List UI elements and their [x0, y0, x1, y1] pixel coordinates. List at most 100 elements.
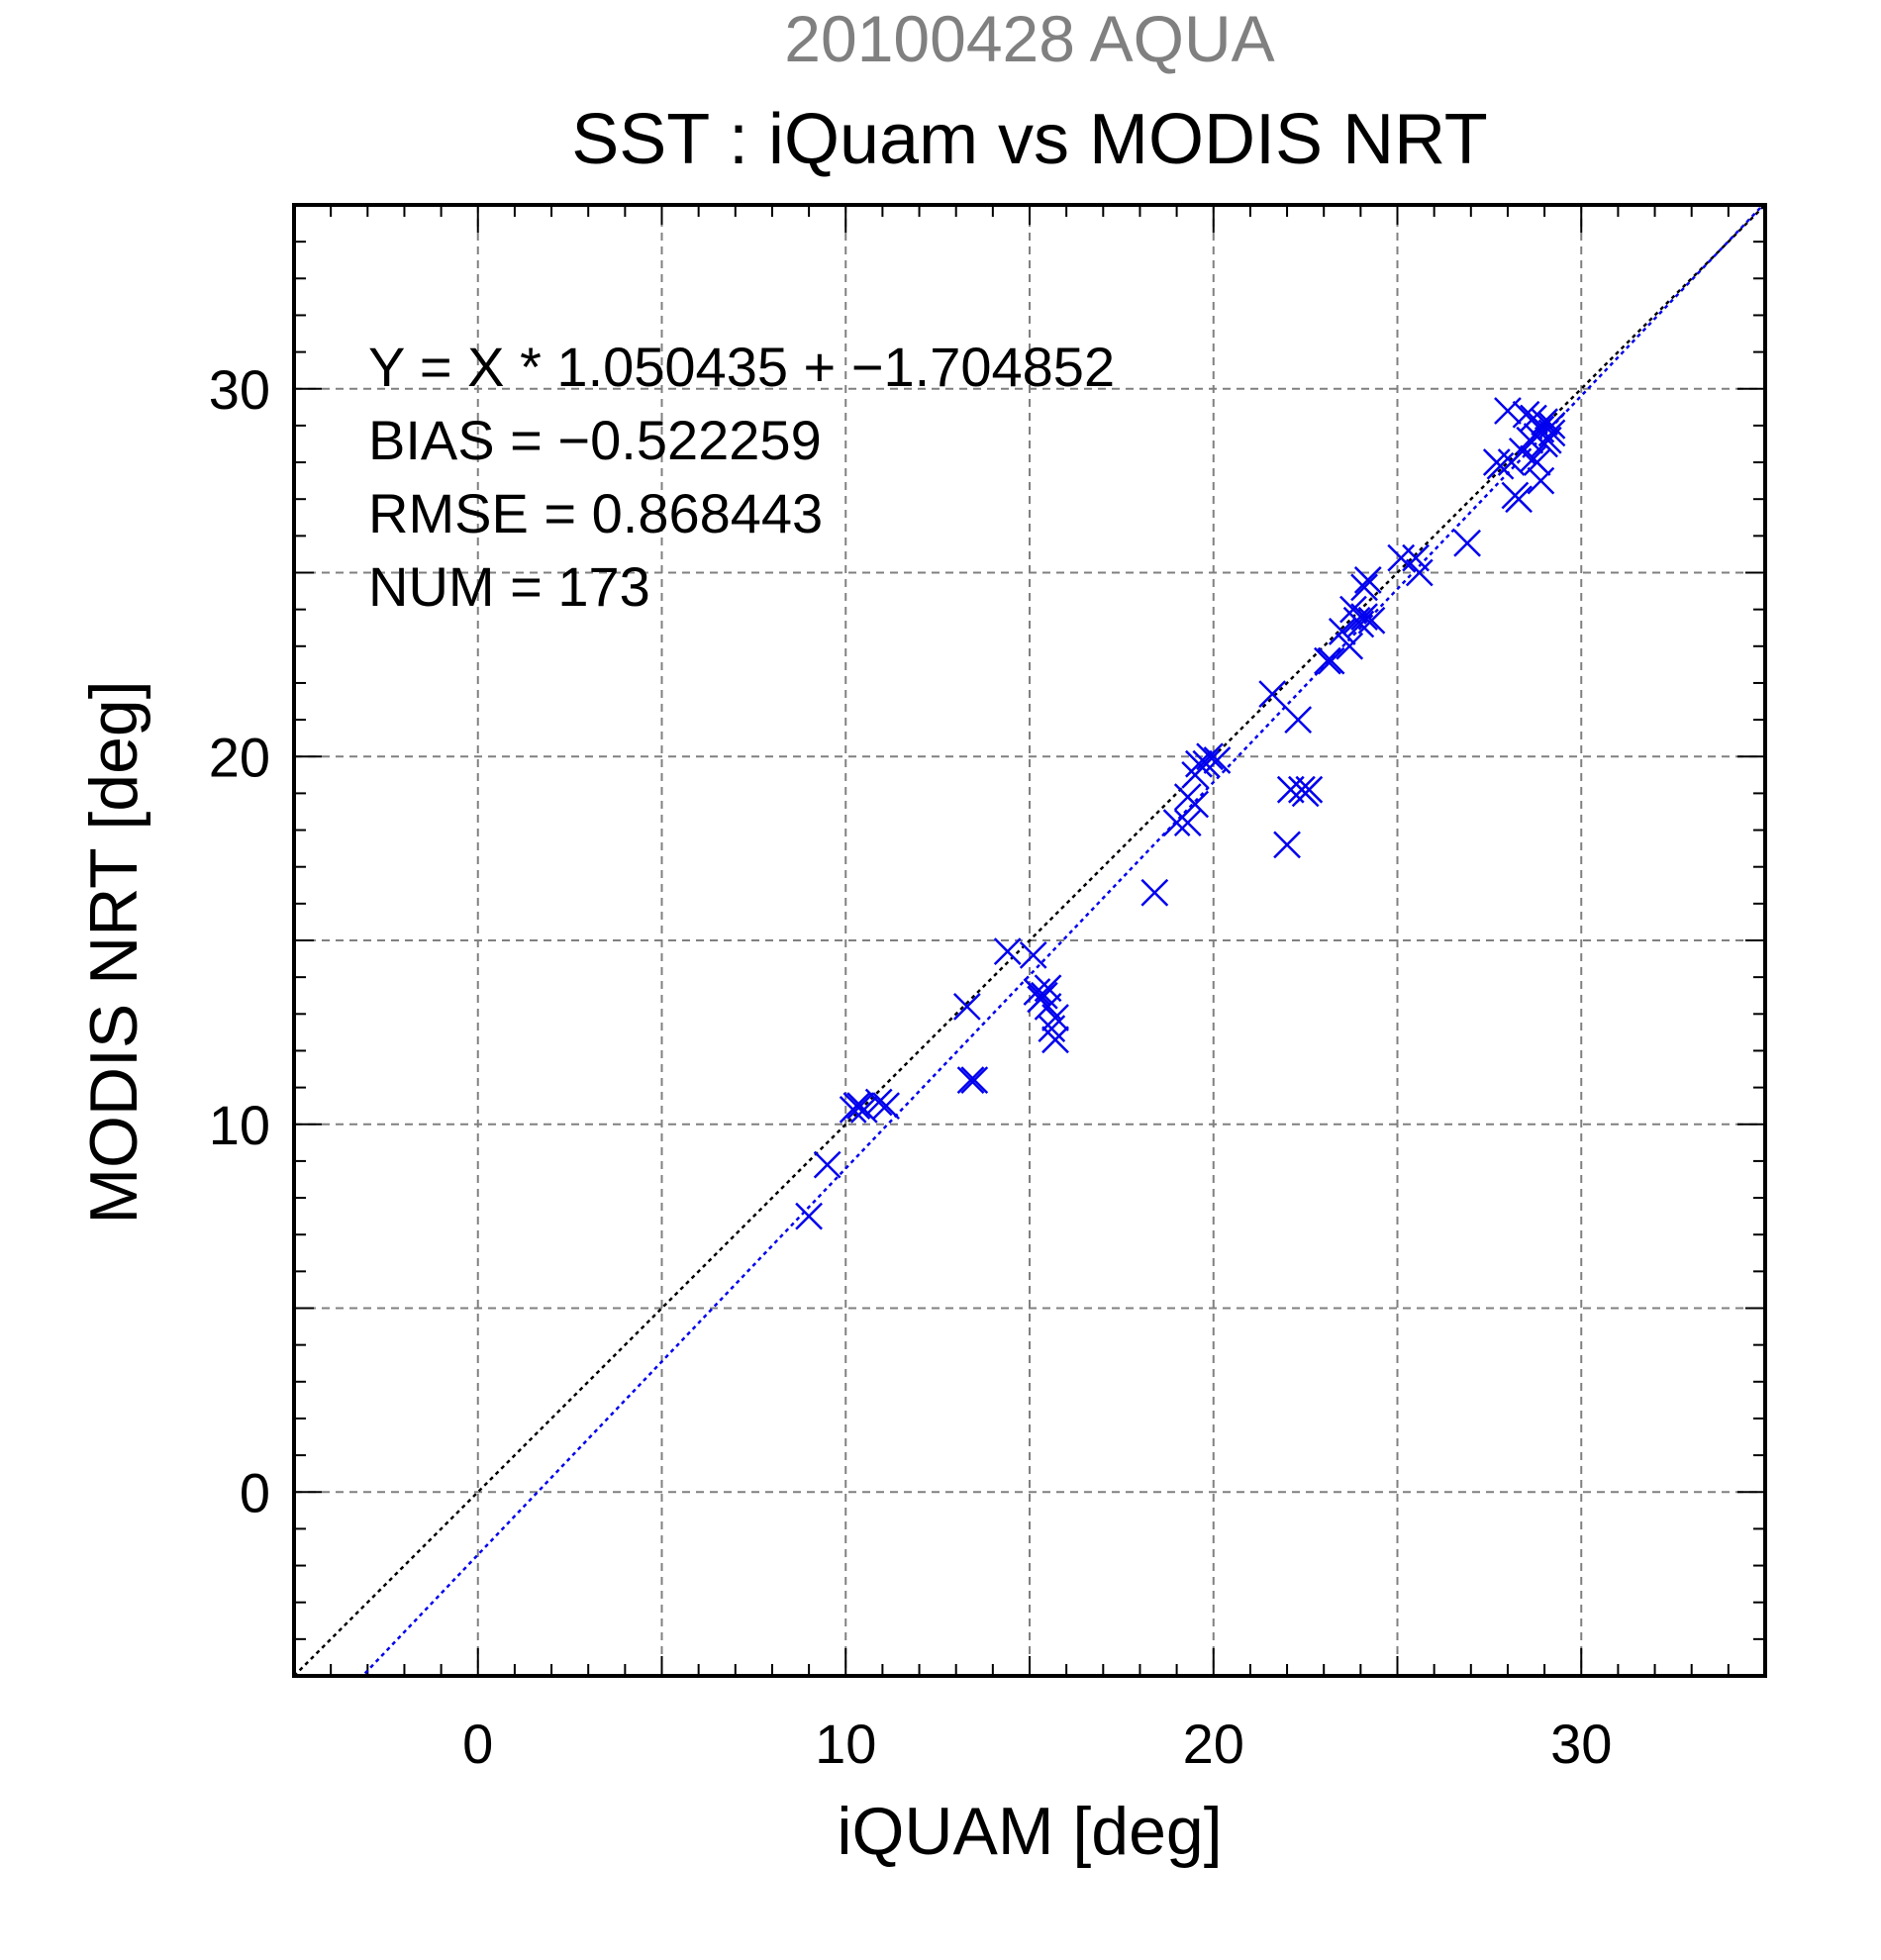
x-tick-label: 20 [1183, 1713, 1244, 1775]
data-point [1023, 978, 1051, 1006]
data-point [993, 937, 1022, 966]
data-point [1523, 448, 1551, 476]
data-point-stroke [1273, 831, 1301, 859]
data-point-stroke [1520, 404, 1547, 433]
data-point [1328, 618, 1356, 645]
data-point-stroke [1350, 573, 1378, 602]
data-point [1030, 981, 1058, 1010]
data-point-stroke [952, 992, 981, 1021]
y-tick-labels: 0 10 20 30 [209, 358, 270, 1524]
data-point-stroke [1494, 397, 1522, 425]
data-point-stroke [993, 937, 1022, 966]
y-axis-label: MODIS NRT [deg] [76, 680, 151, 1224]
data-point-stroke [1387, 543, 1416, 572]
x-axis-label: iQUAM [deg] [837, 1794, 1222, 1869]
data-point [1192, 749, 1221, 778]
data-point-stroke [1140, 878, 1169, 907]
data-point-stroke [1357, 606, 1386, 635]
data-point-stroke [1019, 940, 1047, 969]
data-point-stroke [1314, 646, 1341, 675]
data-point [849, 1096, 878, 1124]
data-point [1346, 610, 1375, 638]
data-point-stroke [1041, 1004, 1069, 1031]
y-tick-label: 20 [209, 726, 270, 788]
data-point [1284, 706, 1313, 734]
chart-title: SST : iQuam vs MODIS NRT [571, 100, 1488, 179]
data-point [1505, 485, 1533, 514]
data-point-stroke [1336, 632, 1364, 660]
data-point-stroke [1034, 992, 1062, 1021]
data-point [952, 992, 981, 1021]
data-point [956, 1066, 985, 1095]
data-point [1181, 790, 1210, 819]
data-point [1350, 603, 1378, 631]
data-point-stroke [1353, 566, 1382, 594]
data-point [1273, 831, 1301, 859]
major-ticks [294, 205, 1765, 1676]
data-point-stroke [956, 1066, 985, 1095]
data-point [1258, 680, 1287, 708]
data-point [1317, 646, 1345, 675]
data-point [1350, 573, 1378, 602]
data-point-stroke [1405, 558, 1434, 587]
data-point-stroke [1291, 779, 1320, 808]
data-point [1019, 940, 1047, 969]
data-point-stroke [842, 1092, 871, 1121]
data-point [1038, 1015, 1066, 1043]
data-point [1537, 419, 1566, 447]
data-point [1196, 742, 1224, 771]
chart-supertitle: 20100428 AQUA [784, 2, 1274, 75]
stats-num: NUM = 173 [368, 555, 650, 618]
data-point [864, 1088, 893, 1117]
data-point [1203, 746, 1232, 774]
data-point-stroke [1192, 749, 1221, 778]
data-point-stroke [1505, 485, 1533, 514]
data-point-stroke [1346, 610, 1375, 638]
stats-box: Y = X * 1.050435 + −1.704852 BIAS = −0.5… [368, 336, 1115, 618]
data-point-stroke [1537, 412, 1566, 440]
data-point [1387, 543, 1416, 572]
data-point-stroke [1038, 1015, 1066, 1043]
data-point-stroke [864, 1088, 893, 1117]
data-point-stroke [1023, 978, 1051, 1006]
data-point-stroke [1453, 529, 1481, 557]
data-point-stroke [1258, 680, 1287, 708]
data-point-stroke [1402, 543, 1430, 572]
data-point [842, 1092, 871, 1121]
x-tick-label: 30 [1550, 1713, 1612, 1775]
data-point [1357, 606, 1386, 635]
data-point [1041, 1026, 1069, 1054]
one-to-one-line [294, 205, 1765, 1676]
data-point [1453, 529, 1481, 557]
x-tick-labels: 0 10 20 30 [462, 1713, 1612, 1775]
data-point-stroke [1512, 400, 1540, 429]
data-point-stroke [960, 1066, 989, 1095]
stats-bias: BIAS = −0.522259 [368, 409, 822, 471]
data-point [1405, 558, 1434, 587]
data-point-stroke [1537, 419, 1566, 447]
data-point [1041, 1004, 1069, 1031]
data-point-stroke [1196, 742, 1224, 771]
data-point-stroke [1523, 448, 1551, 476]
y-tick-label: 30 [209, 358, 270, 421]
data-point-stroke [813, 1150, 842, 1179]
plot-frame [292, 203, 1767, 1678]
data-point-stroke [795, 1202, 823, 1230]
data-point [960, 1066, 989, 1095]
data-point [1291, 779, 1320, 808]
data-point [813, 1150, 842, 1179]
data-point-stroke [1339, 595, 1367, 624]
data-point [1494, 397, 1522, 425]
x-tick-label: 0 [462, 1713, 493, 1775]
data-point [1527, 466, 1555, 495]
data-point-stroke [1203, 746, 1232, 774]
stats-rmse: RMSE = 0.868443 [368, 482, 823, 544]
lines [294, 205, 1765, 1676]
data-point [1173, 809, 1202, 837]
data-point-stroke [1531, 408, 1558, 437]
data-point-stroke [1181, 790, 1210, 819]
data-point-stroke [1527, 415, 1555, 443]
data-point [1537, 412, 1566, 440]
regression-fit-line [360, 205, 1765, 1676]
